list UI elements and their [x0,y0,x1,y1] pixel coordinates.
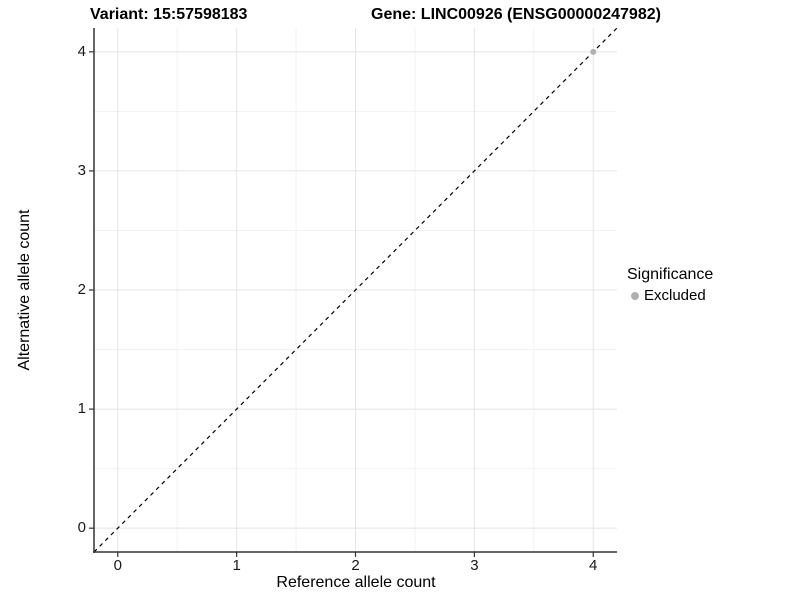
data-point-excluded [590,48,597,55]
y-axis-title: Alternative allele count [16,209,33,371]
plot-title-gene: Gene: LINC00926 (ENSG00000247982) [371,6,661,23]
x-axis-title: Reference allele count [276,574,436,591]
identity-line [93,27,618,553]
legend: Significance Excluded [627,266,713,304]
legend-entry-excluded: Excluded [627,287,713,304]
legend-title: Significance [627,266,714,283]
plot-title-variant: Variant: 15:57598183 [90,6,248,23]
legend-entry-label: Excluded [644,287,706,304]
excluded-point-icon [631,291,639,300]
